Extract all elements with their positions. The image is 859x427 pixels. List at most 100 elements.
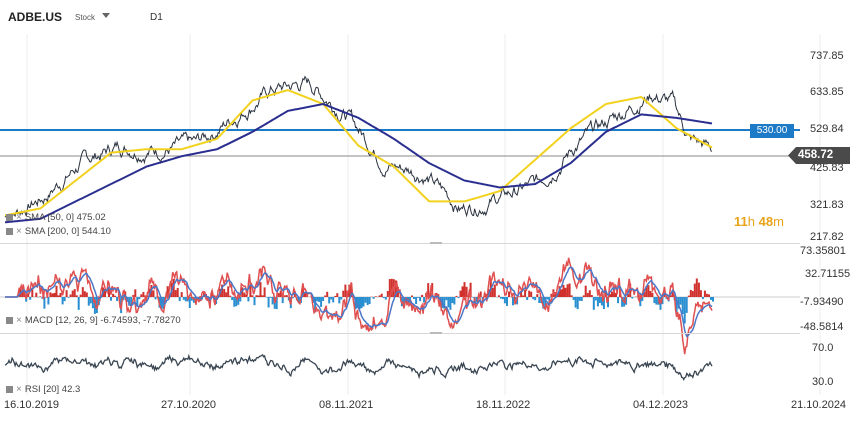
macd-histogram-bar xyxy=(409,297,411,303)
macd-histogram-bar xyxy=(402,297,405,304)
macd-histogram-bar xyxy=(699,290,702,297)
resize-handle-price[interactable] xyxy=(430,242,442,244)
indicator-settings-icon[interactable] xyxy=(6,317,13,324)
macd-histogram-bar xyxy=(152,290,155,297)
macd-histogram-bar xyxy=(31,289,34,297)
macd-histogram-bar xyxy=(51,293,54,297)
close-icon[interactable]: × xyxy=(16,314,22,326)
macd-histogram-bar xyxy=(631,297,634,299)
macd-legend[interactable]: × MACD [12, 26, 9] -6.74593, -7.78270 xyxy=(6,315,181,326)
macd-histogram-bar xyxy=(53,292,56,297)
macd-histogram-bar xyxy=(332,297,335,303)
rsi-label: RSI [20] 42.3 xyxy=(24,384,81,395)
macd-histogram-bar xyxy=(617,297,620,304)
timeframe-selector[interactable]: D1 xyxy=(150,12,163,23)
time-axis-tick: 18.11.2022 xyxy=(476,399,531,411)
macd-histogram-bar xyxy=(546,297,549,300)
price-axis-tick: 425.83 xyxy=(810,162,844,174)
close-icon[interactable]: × xyxy=(16,211,22,223)
macd-histogram-bar xyxy=(225,292,228,297)
macd-histogram-bar xyxy=(574,297,577,308)
macd-histogram-bar xyxy=(582,295,585,297)
macd-histogram-bar xyxy=(536,294,539,297)
macd-axis-tick: 73.35801 xyxy=(800,245,846,257)
macd-histogram-bar xyxy=(643,292,646,297)
macd-histogram-bar xyxy=(366,297,369,306)
chart-header: ADBE.US Stock D1 xyxy=(0,0,859,34)
time-axis-tick: 21.10.2024 xyxy=(791,399,847,411)
macd-histogram-bar xyxy=(285,295,288,297)
macd-histogram-bar xyxy=(69,294,72,297)
macd-histogram-bar xyxy=(65,290,68,297)
macd-histogram-bar xyxy=(114,295,117,297)
time-axis-tick: 08.11.2021 xyxy=(319,399,374,411)
macd-histogram-bar xyxy=(194,297,197,302)
macd-histogram-bar xyxy=(697,282,700,297)
macd-histogram-bar xyxy=(562,285,565,297)
macd-histogram-bar xyxy=(79,294,82,297)
indicator-settings-icon[interactable] xyxy=(6,214,13,221)
sma200-line xyxy=(4,102,713,224)
macd-histogram-bar xyxy=(516,297,519,305)
macd-histogram-bar xyxy=(584,285,587,297)
macd-histogram-bar xyxy=(263,287,266,297)
price-level-tag[interactable]: 530.00 xyxy=(750,124,794,138)
macd-histogram-bar xyxy=(453,297,456,305)
macd-histogram-bar xyxy=(645,286,648,297)
close-icon[interactable]: × xyxy=(16,225,22,237)
macd-histogram-bar xyxy=(324,295,327,297)
macd-histogram-bar xyxy=(503,297,506,304)
symbol-dropdown-icon[interactable] xyxy=(102,13,110,18)
macd-histogram-bar xyxy=(356,297,359,309)
macd-histogram-bar xyxy=(128,297,131,306)
macd-histogram-bar xyxy=(524,289,527,297)
macd-histogram-bar xyxy=(530,291,533,297)
macd-histogram-bar xyxy=(417,297,420,298)
macd-histogram-bar xyxy=(687,295,690,297)
macd-histogram-bar xyxy=(259,282,262,297)
macd-histogram-bar xyxy=(413,297,415,299)
macd-histogram-bar xyxy=(211,290,213,297)
indicator-settings-icon[interactable] xyxy=(6,386,13,393)
macd-histogram-bar xyxy=(344,284,347,297)
panel-separator-macd[interactable] xyxy=(0,333,800,334)
panel-separator-price[interactable] xyxy=(0,243,800,244)
macd-histogram-bar xyxy=(378,295,381,297)
macd-histogram-bar xyxy=(243,292,246,297)
macd-histogram-bar xyxy=(491,287,494,297)
macd-histogram-bar xyxy=(372,297,375,299)
macd-histogram-bar xyxy=(182,297,185,300)
macd-histogram-bar xyxy=(91,297,94,309)
indicator-settings-icon[interactable] xyxy=(6,228,13,235)
macd-histogram-bar xyxy=(265,297,268,298)
symbol-title[interactable]: ADBE.US xyxy=(8,10,63,24)
resize-handle-macd[interactable] xyxy=(430,332,442,334)
macd-histogram-bar xyxy=(677,297,680,309)
macd-histogram-bar xyxy=(142,292,145,297)
macd-axis-tick: -7.93490 xyxy=(800,296,844,308)
macd-histogram-bar xyxy=(73,289,76,297)
macd-histogram-bar xyxy=(475,297,478,303)
rsi-legend[interactable]: × RSI [20] 42.3 xyxy=(6,384,80,395)
macd-histogram-bar xyxy=(528,290,531,297)
macd-histogram-bar xyxy=(39,296,42,297)
macd-histogram-bar xyxy=(388,279,391,297)
macd-histogram-bar xyxy=(312,297,314,303)
macd-histogram-bar xyxy=(104,289,106,297)
close-icon[interactable]: × xyxy=(16,383,22,395)
macd-histogram-bar xyxy=(176,288,179,297)
countdown-minutes-unit: m xyxy=(773,214,784,229)
macd-histogram-bar xyxy=(122,297,125,301)
macd-histogram-bar xyxy=(506,297,508,306)
macd-histogram-bar xyxy=(41,297,44,299)
macd-histogram-bar xyxy=(600,297,603,306)
macd-histogram-bar xyxy=(192,297,195,303)
macd-histogram-bar xyxy=(471,297,474,298)
sma50-legend[interactable]: × SMA [50, 0] 475.02 xyxy=(6,212,106,223)
sma200-legend[interactable]: × SMA [200, 0] 544.10 xyxy=(6,226,111,237)
macd-histogram-bar xyxy=(229,295,232,297)
macd-histogram-bar xyxy=(174,290,177,297)
macd-histogram-bar xyxy=(85,292,88,297)
macd-histogram-bar xyxy=(499,297,502,299)
